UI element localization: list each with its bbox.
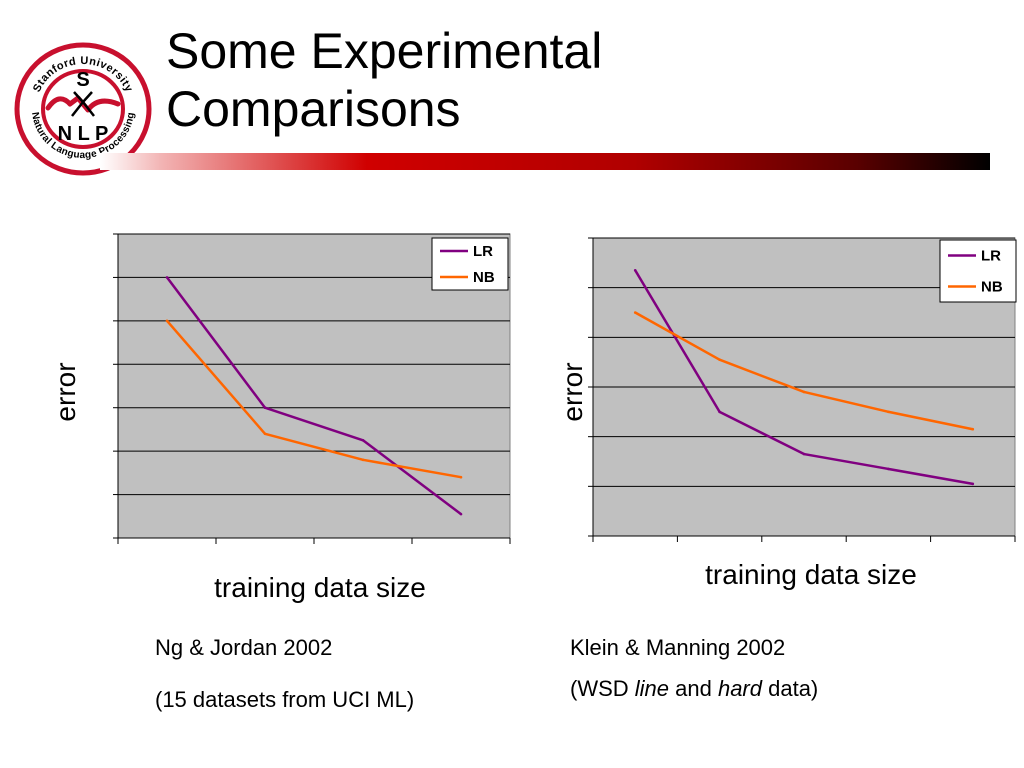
caption-left-detail: (15 datasets from UCI ML)	[155, 687, 415, 712]
data-point-nb	[361, 458, 365, 462]
chart-ng-jordan: LR NB training data size error	[0, 220, 520, 610]
data-point-lr	[971, 482, 975, 486]
page-title: Some Experimental Comparisons	[166, 22, 602, 138]
stanford-nlp-logo: Stanford University Natural Language Pro…	[14, 42, 152, 176]
x-axis-label: training data size	[705, 559, 917, 590]
x-axis-label: training data size	[214, 572, 426, 603]
caption-right-detail: (WSD line and hard data)	[570, 676, 818, 702]
data-point-lr	[263, 406, 267, 410]
data-point-nb	[718, 358, 721, 361]
y-axis-label: error	[557, 362, 588, 421]
data-point-lr	[718, 410, 721, 414]
series-line-lr	[166, 276, 462, 516]
page-title-line2: Comparisons	[166, 81, 461, 137]
caption-right-prefix: (WSD	[570, 676, 635, 701]
data-point-nb	[165, 319, 169, 323]
series-line-nb	[166, 320, 462, 479]
data-point-nb	[633, 311, 637, 314]
data-point-lr	[361, 438, 365, 442]
data-point-nb	[802, 390, 806, 394]
chart-klein-manning: LR NB training data size error	[520, 220, 1024, 600]
legend-label-lr: LR	[473, 243, 493, 260]
data-point-nb	[459, 475, 463, 479]
chart-ng-jordan-svg: LR NB training data size error	[50, 233, 511, 603]
data-point-lr	[633, 268, 637, 272]
legend-label-nb: NB	[981, 279, 1003, 296]
caption-right-italic-line: line	[634, 676, 670, 701]
caption-right-italic-hard: hard	[717, 676, 762, 701]
caption-right-citation: Klein & Manning 2002	[570, 635, 786, 660]
caption-right-mid: and	[669, 676, 718, 701]
legend-label-lr: LR	[981, 248, 1001, 265]
data-point-nb	[971, 427, 975, 431]
y-axis-label: error	[50, 362, 81, 421]
data-point-lr	[165, 276, 169, 279]
page-title-line1: Some Experimental	[166, 23, 603, 79]
logo-letters-nlp: N L P	[58, 123, 109, 145]
legend-label-nb: NB	[473, 269, 495, 286]
caption-left-citation: Ng & Jordan 2002	[155, 635, 333, 660]
title-underline-bar	[100, 153, 990, 170]
data-point-lr	[802, 452, 806, 456]
logo-inner-ring	[41, 69, 125, 149]
data-point-nb	[887, 410, 890, 414]
caption-right-suffix: data)	[762, 676, 819, 701]
data-point-lr	[459, 512, 463, 516]
logo-letter-s: S	[76, 69, 89, 91]
data-point-lr	[887, 467, 890, 471]
legend-box	[939, 239, 1017, 303]
logo-tree-lines	[71, 91, 95, 117]
data-point-nb	[263, 432, 267, 436]
chart-klein-manning-svg: LR NB training data size error	[557, 237, 1017, 590]
legend-box	[431, 237, 509, 291]
